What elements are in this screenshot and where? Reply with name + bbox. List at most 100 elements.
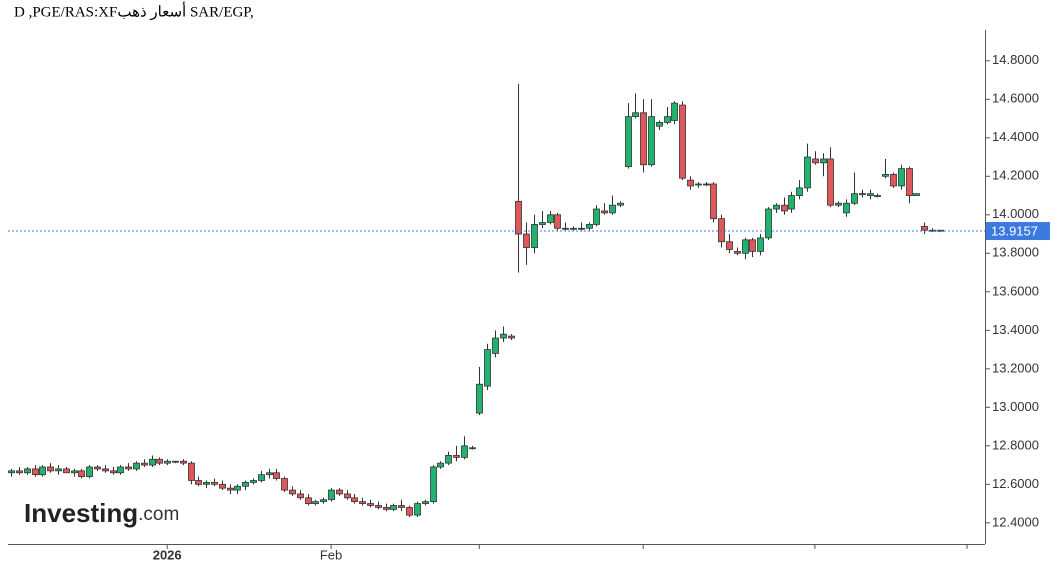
candle-body bbox=[734, 250, 741, 254]
candle-body bbox=[867, 193, 874, 196]
candle-body bbox=[336, 489, 343, 495]
candle-body bbox=[258, 474, 265, 481]
candle-body bbox=[609, 204, 616, 214]
candle-body bbox=[820, 158, 827, 164]
candle-body bbox=[593, 208, 600, 225]
candle-body bbox=[63, 468, 70, 474]
candle-body bbox=[921, 225, 928, 231]
candle-body bbox=[344, 493, 351, 499]
candle-body bbox=[110, 470, 117, 474]
candle-body bbox=[289, 489, 296, 495]
candle-body bbox=[765, 208, 772, 239]
candle-body bbox=[172, 460, 179, 463]
candle-body bbox=[749, 239, 756, 252]
candle-body bbox=[523, 233, 530, 248]
y-tick-label: 14.4000 bbox=[992, 129, 1039, 144]
candle-body bbox=[586, 224, 593, 229]
candle-body bbox=[422, 501, 429, 504]
candle-body bbox=[554, 214, 561, 229]
last-price-label: 13.9157 bbox=[991, 223, 1038, 238]
candle-body bbox=[94, 466, 101, 470]
candle-body bbox=[47, 466, 54, 472]
y-tick-label: 12.4000 bbox=[992, 514, 1039, 529]
candle-body bbox=[281, 478, 288, 491]
candle-body bbox=[664, 116, 671, 123]
candle-body bbox=[55, 468, 62, 472]
candle-body bbox=[227, 487, 234, 491]
candle-body bbox=[703, 183, 710, 186]
candle-body bbox=[906, 168, 913, 196]
candle-body bbox=[125, 466, 132, 470]
candle-body bbox=[508, 335, 515, 339]
candle-body bbox=[320, 499, 327, 503]
candle-body bbox=[859, 193, 866, 196]
candle-body bbox=[913, 193, 920, 196]
candle-body bbox=[484, 349, 491, 387]
candle-body bbox=[710, 183, 717, 220]
candle-body bbox=[531, 224, 538, 248]
candle-body bbox=[898, 168, 905, 187]
candle-body bbox=[476, 383, 483, 414]
candle-body bbox=[445, 455, 452, 464]
candle-body bbox=[500, 333, 507, 339]
candle-body bbox=[297, 493, 304, 499]
candle-body bbox=[195, 480, 202, 485]
candle-body bbox=[266, 472, 273, 476]
candle-body bbox=[390, 505, 397, 510]
candle-body bbox=[32, 468, 39, 476]
candle-body bbox=[102, 468, 109, 472]
y-tick-label: 14.2000 bbox=[992, 168, 1039, 183]
candle-body bbox=[71, 470, 78, 474]
x-tick-label: 2026 bbox=[153, 547, 182, 562]
candle-body bbox=[781, 204, 788, 212]
candle-body bbox=[835, 202, 842, 206]
candle-body bbox=[656, 122, 663, 127]
candle-body bbox=[601, 210, 608, 214]
y-tick-label: 14.8000 bbox=[992, 52, 1039, 67]
candle-body bbox=[539, 222, 546, 225]
candle-body bbox=[469, 447, 476, 450]
candle-body bbox=[133, 462, 140, 470]
y-tick-label: 13.0000 bbox=[992, 399, 1039, 414]
candle-body bbox=[461, 445, 468, 458]
candle-body bbox=[890, 173, 897, 187]
candle-body bbox=[757, 237, 764, 252]
candle-body bbox=[562, 227, 569, 230]
candle-body bbox=[632, 112, 639, 118]
candle-body bbox=[383, 507, 390, 510]
candle-body bbox=[156, 458, 163, 464]
candle-body bbox=[367, 503, 374, 506]
brand-name: Investing bbox=[24, 498, 138, 528]
candle-body bbox=[742, 239, 749, 254]
candle-body bbox=[437, 462, 444, 468]
y-tick-label: 13.8000 bbox=[992, 245, 1039, 260]
candle-body bbox=[414, 503, 421, 516]
y-tick-label: 14.0000 bbox=[992, 206, 1039, 221]
candle-body bbox=[86, 466, 93, 478]
candle-body bbox=[718, 218, 725, 243]
chart-title: D ,PGE/RAS:XFأسعار ذهب SAR/EGP, bbox=[14, 1, 254, 20]
y-tick-label: 13.6000 bbox=[992, 283, 1039, 298]
candle-body bbox=[796, 187, 803, 196]
candle-body bbox=[164, 460, 171, 464]
candle-body bbox=[149, 458, 156, 466]
candle-body bbox=[359, 501, 366, 504]
candle-body bbox=[242, 481, 249, 487]
candle-body bbox=[726, 241, 733, 250]
candle-body bbox=[671, 102, 678, 121]
last-price-box bbox=[986, 222, 1050, 241]
x-tick-label: Feb bbox=[320, 547, 342, 562]
candle-body bbox=[141, 462, 148, 466]
candle-body bbox=[328, 489, 335, 501]
candle-body bbox=[312, 501, 319, 504]
candle-body bbox=[430, 466, 437, 503]
candle-body bbox=[24, 468, 31, 474]
candle-body bbox=[687, 179, 694, 187]
candle-body bbox=[375, 505, 382, 508]
candle-body bbox=[695, 183, 702, 186]
candle-body bbox=[812, 158, 819, 164]
y-tick-label: 12.8000 bbox=[992, 437, 1039, 452]
candle-body bbox=[273, 472, 280, 479]
candle-body bbox=[78, 470, 85, 478]
